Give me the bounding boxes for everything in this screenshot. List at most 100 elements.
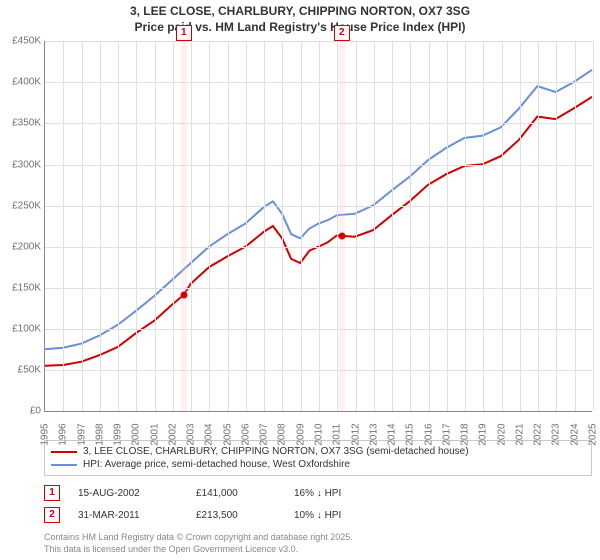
x-axis-label: 2004 bbox=[204, 424, 215, 446]
gridline-v bbox=[301, 41, 302, 411]
gridline-v bbox=[520, 41, 521, 411]
x-axis-label: 2023 bbox=[551, 424, 562, 446]
marker-number: 1 bbox=[176, 25, 192, 41]
legend-swatch bbox=[51, 451, 77, 453]
gridline-v bbox=[191, 41, 192, 411]
y-axis-label: £50K bbox=[18, 365, 41, 376]
x-axis-label: 2015 bbox=[405, 424, 416, 446]
x-axis-label: 2016 bbox=[423, 424, 434, 446]
footnote-line-2: This data is licensed under the Open Gov… bbox=[44, 544, 592, 556]
legend-item: 3, LEE CLOSE, CHARLBURY, CHIPPING NORTON… bbox=[51, 445, 585, 458]
event-row: 1 15-AUG-2002 £141,000 16% ↓ HPI bbox=[44, 482, 592, 504]
y-axis-label: £300K bbox=[12, 159, 41, 170]
x-axis-label: 2020 bbox=[496, 424, 507, 446]
gridline-v bbox=[155, 41, 156, 411]
marker-number: 2 bbox=[334, 25, 350, 41]
x-axis-label: 2011 bbox=[332, 424, 343, 446]
y-axis-label: £100K bbox=[12, 323, 41, 334]
x-axis-label: 1999 bbox=[113, 424, 124, 446]
y-axis-label: £450K bbox=[12, 36, 41, 47]
gridline-v bbox=[100, 41, 101, 411]
event-number: 1 bbox=[44, 485, 60, 501]
event-delta: 16% ↓ HPI bbox=[294, 488, 341, 499]
x-axis-label: 2005 bbox=[222, 424, 233, 446]
footnote-line-1: Contains HM Land Registry data © Crown c… bbox=[44, 532, 592, 544]
gridline-v bbox=[483, 41, 484, 411]
x-axis-label: 2002 bbox=[167, 424, 178, 446]
event-date: 31-MAR-2011 bbox=[78, 510, 178, 521]
gridline-v bbox=[356, 41, 357, 411]
event-table: 1 15-AUG-2002 £141,000 16% ↓ HPI 2 31-MAR-201… bbox=[44, 482, 592, 526]
y-axis-label: £250K bbox=[12, 200, 41, 211]
legend-swatch bbox=[51, 464, 77, 466]
gridline-v bbox=[319, 41, 320, 411]
x-axis-label: 1997 bbox=[76, 424, 87, 446]
legend-item: HPI: Average price, semi-detached house,… bbox=[51, 458, 585, 471]
gridline-v bbox=[374, 41, 375, 411]
x-axis-label: 2022 bbox=[533, 424, 544, 446]
price-chart: £0£50K£100K£150K£200K£250K£300K£350K£400… bbox=[44, 41, 592, 412]
x-axis-label: 2003 bbox=[186, 424, 197, 446]
x-axis-label: 2007 bbox=[259, 424, 270, 446]
x-axis-label: 2012 bbox=[350, 424, 361, 446]
y-axis-label: £0 bbox=[30, 406, 41, 417]
x-axis-label: 2019 bbox=[478, 424, 489, 446]
marker-band bbox=[181, 41, 187, 411]
x-axis-label: 2001 bbox=[149, 424, 160, 446]
x-axis-label: 1996 bbox=[58, 424, 69, 446]
marker-band bbox=[339, 41, 345, 411]
event-delta: 10% ↓ HPI bbox=[294, 510, 341, 521]
chart-title: 3, LEE CLOSE, CHARLBURY, CHIPPING NORTON… bbox=[0, 0, 600, 35]
gridline-v bbox=[282, 41, 283, 411]
x-axis-label: 1995 bbox=[40, 424, 51, 446]
x-axis-label: 2008 bbox=[277, 424, 288, 446]
gridline-v bbox=[429, 41, 430, 411]
gridline-v bbox=[136, 41, 137, 411]
y-axis-label: £400K bbox=[12, 77, 41, 88]
gridline-v bbox=[173, 41, 174, 411]
title-line-1: 3, LEE CLOSE, CHARLBURY, CHIPPING NORTON… bbox=[0, 4, 600, 20]
x-axis-label: 2000 bbox=[131, 424, 142, 446]
gridline-v bbox=[246, 41, 247, 411]
event-row: 2 31-MAR-2011 £213,500 10% ↓ HPI bbox=[44, 504, 592, 526]
gridline-v bbox=[538, 41, 539, 411]
gridline-v bbox=[410, 41, 411, 411]
y-axis-label: £350K bbox=[12, 118, 41, 129]
x-axis-label: 1998 bbox=[94, 424, 105, 446]
gridline-v bbox=[392, 41, 393, 411]
gridline-v bbox=[209, 41, 210, 411]
gridline-v bbox=[556, 41, 557, 411]
event-price: £213,500 bbox=[196, 510, 276, 521]
x-axis-label: 2021 bbox=[514, 424, 525, 446]
gridline-v bbox=[63, 41, 64, 411]
gridline-v bbox=[575, 41, 576, 411]
x-axis-label: 2013 bbox=[368, 424, 379, 446]
gridline-v bbox=[82, 41, 83, 411]
x-axis-label: 2010 bbox=[314, 424, 325, 446]
gridline-v bbox=[228, 41, 229, 411]
gridline-v bbox=[465, 41, 466, 411]
price-dot bbox=[180, 292, 187, 299]
gridline-v bbox=[502, 41, 503, 411]
event-price: £141,000 bbox=[196, 488, 276, 499]
x-axis-label: 2018 bbox=[460, 424, 471, 446]
x-axis-label: 2025 bbox=[588, 424, 599, 446]
gridline-v bbox=[264, 41, 265, 411]
x-axis-label: 2006 bbox=[240, 424, 251, 446]
legend-label: HPI: Average price, semi-detached house,… bbox=[83, 459, 350, 470]
y-axis-label: £150K bbox=[12, 282, 41, 293]
gridline-v bbox=[593, 41, 594, 411]
event-number: 2 bbox=[44, 507, 60, 523]
event-date: 15-AUG-2002 bbox=[78, 488, 178, 499]
footnote: Contains HM Land Registry data © Crown c… bbox=[44, 532, 592, 555]
price-dot bbox=[338, 232, 345, 239]
title-line-2: Price paid vs. HM Land Registry's House … bbox=[0, 20, 600, 36]
x-axis-label: 2009 bbox=[295, 424, 306, 446]
gridline-v bbox=[118, 41, 119, 411]
gridline-v bbox=[447, 41, 448, 411]
legend-label: 3, LEE CLOSE, CHARLBURY, CHIPPING NORTON… bbox=[83, 446, 469, 457]
x-axis-label: 2024 bbox=[569, 424, 580, 446]
y-axis-label: £200K bbox=[12, 241, 41, 252]
x-axis-label: 2017 bbox=[441, 424, 452, 446]
x-axis-label: 2014 bbox=[387, 424, 398, 446]
